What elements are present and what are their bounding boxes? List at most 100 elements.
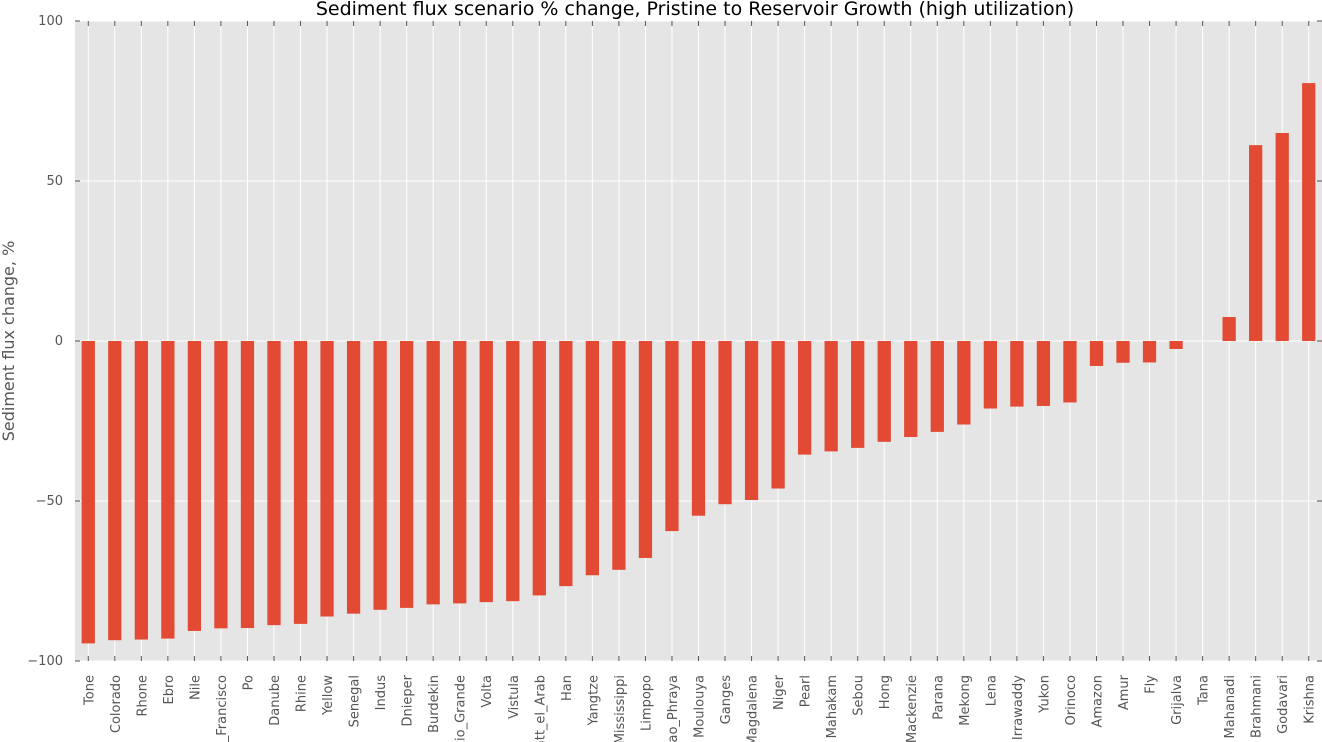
bar-sao_francisco — [214, 341, 228, 629]
x-tick-label: Sebou — [852, 675, 867, 716]
bar-orinoco — [1063, 341, 1077, 403]
bar-yukon — [1036, 341, 1051, 406]
x-tick-label: Orinoco — [1064, 675, 1079, 726]
bar-niger — [771, 341, 785, 489]
bar-fly — [1142, 341, 1157, 363]
bar-volta — [479, 341, 493, 603]
x-tick-label: Tana — [1197, 675, 1212, 706]
x-tick-label: Ebro — [162, 675, 177, 705]
x-tick-label: Mahanadi — [1223, 675, 1238, 738]
x-tick-label: Chao_Phraya — [666, 675, 681, 742]
x-tick-label: Shatt_el_Arab — [533, 675, 548, 742]
bar-moulouya — [691, 341, 706, 516]
bar-rhine — [293, 341, 308, 624]
x-tick-label: Han — [560, 675, 575, 701]
x-tick-label: Amur — [1117, 674, 1132, 710]
bar-mahanadi — [1222, 317, 1236, 341]
x-tick-label: Moulouya — [693, 675, 708, 738]
bar-mekong — [957, 341, 971, 425]
x-tick-label: Po — [241, 675, 256, 690]
x-tick-label: Godavari — [1276, 675, 1291, 734]
x-tick-label: Sao_Francisco — [215, 675, 230, 742]
x-tick-label: Brahmani — [1250, 675, 1265, 738]
x-tick-label: Mekong — [958, 675, 973, 726]
x-tick-label: Mahakam — [825, 675, 840, 738]
bar-vistula — [506, 341, 520, 602]
x-tick-label: Volta — [480, 675, 495, 708]
y-tick-label: 0 — [55, 334, 63, 349]
x-tick-label: Nile — [188, 675, 203, 700]
bar-colorado — [108, 341, 122, 641]
bar-sebou — [851, 341, 865, 448]
x-tick-label: Krishna — [1303, 675, 1318, 724]
x-tick-label: Senegal — [348, 675, 363, 727]
x-tick-label: Rio_Grande — [454, 675, 469, 742]
x-tick-label: Yukon — [1037, 675, 1052, 714]
x-tick-label: Burdekin — [427, 675, 442, 733]
bar-amazon — [1089, 341, 1104, 366]
x-axis-ticks: Tone Colorado Rhone Ebro Nile Sao_Francisco Po… — [82, 21, 1318, 742]
bar-lena — [983, 341, 997, 409]
bar-parana — [930, 341, 944, 432]
bar-mississippi — [612, 341, 626, 570]
x-tick-label: Vistula — [507, 675, 522, 719]
bar-burdekin — [426, 341, 440, 605]
bar-godavari — [1275, 133, 1289, 341]
bar-chao_phraya — [665, 341, 679, 532]
bar-ebro — [161, 341, 175, 639]
x-tick-label: Tone — [82, 675, 97, 706]
bar-tone — [81, 341, 95, 644]
y-axis-label: Sediment flux change, % — [0, 241, 18, 442]
x-tick-label: Limpopo — [639, 675, 654, 731]
bar-ganges — [718, 341, 732, 505]
y-tick-label: 50 — [46, 174, 63, 189]
x-tick-label: Rhine — [295, 675, 310, 712]
x-tick-label: Mackenzie — [905, 675, 920, 742]
bar-mahakam — [824, 341, 838, 452]
x-tick-label: Colorado — [109, 675, 124, 733]
x-tick-label: Irrawaddy — [1011, 675, 1026, 740]
chart-title: Sediment flux scenario % change, Pristin… — [316, 0, 1074, 20]
x-tick-label: Parana — [931, 675, 946, 720]
bar-pearl — [797, 341, 812, 455]
bar-yellow — [320, 341, 334, 617]
bar-limpopo — [638, 341, 653, 558]
x-tick-label: Rhone — [135, 675, 150, 716]
x-tick-label: Magdalena — [746, 675, 761, 742]
x-tick-label: Grijalva — [1170, 675, 1185, 725]
bar-po — [240, 341, 255, 629]
x-tick-label: Niger — [772, 674, 787, 710]
bar-brahmani — [1249, 145, 1263, 341]
bar-yangtze — [585, 341, 600, 576]
bar-irrawaddy — [1010, 341, 1024, 407]
y-tick-label: −100 — [27, 654, 63, 669]
x-tick-label: Hong — [878, 675, 893, 709]
bar-grijalva — [1169, 341, 1183, 349]
bar-han — [559, 341, 573, 587]
bar-shatt_el_arab — [532, 341, 546, 596]
bar-nile — [187, 341, 202, 631]
y-tick-label: 100 — [38, 14, 63, 29]
x-tick-label: Lena — [984, 675, 999, 706]
x-tick-label: Pearl — [799, 675, 814, 707]
x-tick-label: Mississippi — [613, 675, 628, 742]
x-tick-label: Yangtze — [586, 675, 601, 727]
y-axis-ticks: −100 −50 0 50 100 — [27, 14, 1322, 669]
bars-group — [81, 83, 1316, 644]
bar-hong — [877, 341, 891, 442]
x-tick-label: Ganges — [719, 675, 734, 725]
y-tick-label: −50 — [36, 494, 63, 509]
bar-magdalena — [744, 341, 759, 501]
x-tick-label: Danube — [268, 675, 283, 726]
bar-amur — [1116, 341, 1130, 363]
bar-krishna — [1302, 83, 1316, 341]
x-tick-label: Fly — [1144, 675, 1159, 694]
bar-rio_grande — [453, 341, 467, 604]
bar-dnieper — [400, 341, 414, 608]
bar-indus — [373, 341, 387, 610]
bar-mackenzie — [904, 341, 918, 437]
x-tick-label: Amazon — [1090, 675, 1105, 728]
x-tick-label: Yellow — [321, 675, 336, 716]
